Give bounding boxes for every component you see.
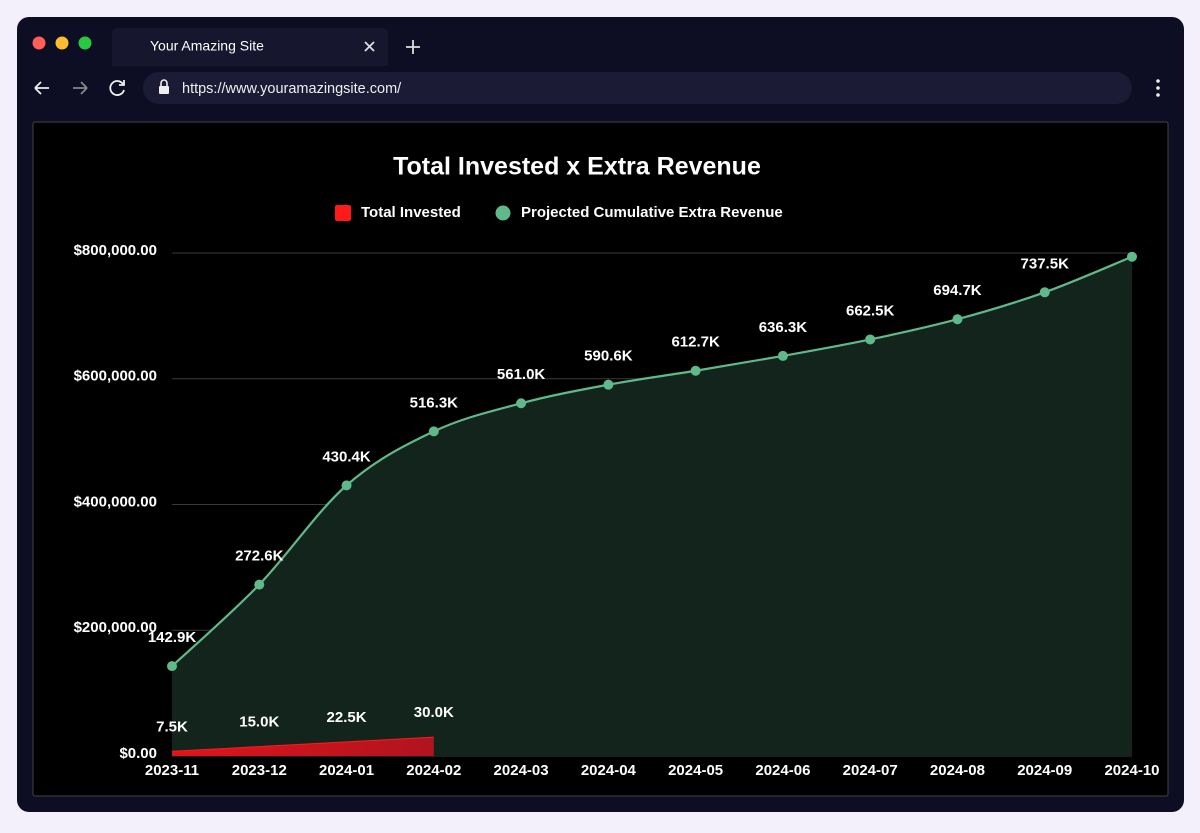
y-tick-label: $800,000.00 (74, 242, 157, 259)
data-label: 636.3K (759, 319, 808, 336)
data-label: 30.0K (414, 704, 454, 721)
maximize-dot[interactable] (78, 36, 92, 50)
tab-close[interactable] (364, 41, 375, 52)
x-tick-label: 2024-01 (319, 762, 374, 779)
legend-swatch (495, 205, 511, 221)
data-label: 694.7K (933, 282, 982, 299)
lock-icon (159, 86, 169, 94)
series-area (172, 737, 434, 756)
data-label: 430.4K (322, 448, 371, 465)
x-tick-label: 2024-05 (668, 762, 723, 779)
menu-dot[interactable] (1156, 79, 1160, 83)
x-tick-label: 2024-06 (755, 762, 810, 779)
reload-button[interactable] (109, 80, 125, 96)
back-button[interactable] (34, 81, 49, 95)
x-tick-label: 2024-09 (1017, 762, 1072, 779)
chart-title: Total Invested x Extra Revenue (393, 153, 761, 181)
data-label: 561.0K (497, 366, 546, 383)
y-tick-label: $200,000.00 (74, 619, 157, 636)
data-label: 516.3K (410, 394, 459, 411)
x-tick-label: 2024-08 (930, 762, 985, 779)
data-point (865, 334, 876, 345)
legend-label: Projected Cumulative Extra Revenue (521, 204, 783, 221)
tab[interactable] (112, 28, 388, 66)
data-point (1127, 251, 1137, 262)
y-tick-label: $400,000.00 (74, 493, 157, 510)
data-point (254, 579, 265, 590)
data-point (777, 350, 788, 361)
x-tick-label: 2024-10 (1104, 762, 1159, 779)
data-label: 272.6K (235, 548, 284, 565)
data-point (1039, 287, 1050, 298)
data-label: 7.5K (156, 718, 188, 735)
x-tick-label: 2024-02 (406, 762, 461, 779)
series-line (171, 736, 434, 752)
data-label: 612.7K (671, 334, 720, 351)
plot: $0.00 $200,000.00 $400,000.00 $600,000.00 $8… (74, 204, 1160, 779)
y-tick-label: $0.00 (119, 745, 157, 762)
legend-swatch (335, 205, 351, 221)
address-bar[interactable] (143, 72, 1132, 104)
minimize-dot[interactable] (55, 36, 69, 50)
data-point (952, 314, 963, 325)
data-point (603, 379, 614, 390)
data-label: 590.6K (584, 348, 633, 365)
data-label: 15.0K (239, 714, 279, 731)
x-tick-label: 2023-12 (232, 762, 287, 779)
lock-shackle (160, 79, 168, 86)
data-point (516, 398, 527, 409)
data-point (690, 365, 701, 376)
url: https://www.youramazingsite.com/ (182, 81, 402, 97)
new-tab[interactable] (406, 40, 420, 54)
menu-dot[interactable] (1156, 93, 1160, 97)
data-point (428, 426, 439, 437)
x-tick-label: 2024-03 (494, 762, 549, 779)
x-tick-label: 2023-11 (145, 762, 199, 779)
tab-title: Your Amazing Site (150, 38, 264, 54)
close-dot[interactable] (32, 36, 46, 50)
series-area (172, 256, 1132, 756)
data-label: 662.5K (846, 302, 895, 319)
data-label: 142.9K (148, 629, 197, 646)
y-tick-label: $600,000.00 (74, 368, 157, 385)
legend-label: Total Invested (361, 204, 461, 221)
forward-button[interactable] (73, 81, 88, 95)
x-tick-label: 2024-07 (843, 762, 898, 779)
data-point (167, 661, 177, 672)
data-point (341, 480, 352, 491)
data-label: 737.5K (1021, 255, 1070, 272)
x-tick-label: 2024-04 (581, 762, 637, 779)
data-label: 22.5K (327, 709, 367, 726)
menu-dot[interactable] (1156, 86, 1160, 90)
